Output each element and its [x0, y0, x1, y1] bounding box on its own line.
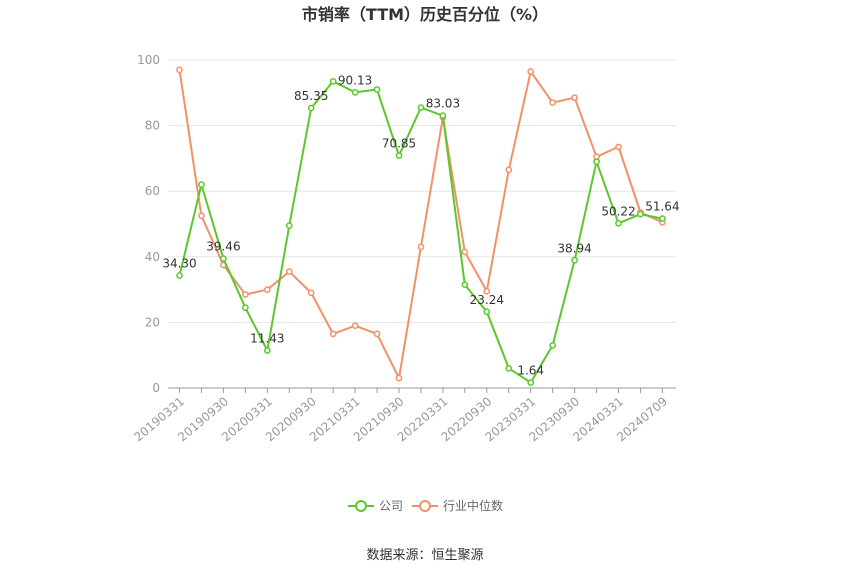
series-1-point — [242, 291, 249, 298]
y-tick-label: 40 — [145, 250, 160, 264]
series-layer — [176, 66, 666, 386]
series-0-point — [242, 304, 249, 311]
data-label: 50.22 — [601, 204, 635, 218]
series-1-point — [505, 166, 513, 174]
legend-item-industry-median[interactable]: 行业中位数 — [412, 498, 503, 513]
legend-company-label: 公司 — [379, 499, 403, 513]
series-1-point — [263, 286, 271, 293]
series-0-point — [439, 112, 447, 120]
series-0-point — [307, 104, 315, 112]
series-0-point — [395, 152, 403, 159]
y-tick-label: 80 — [145, 119, 160, 133]
data-label: 83.03 — [426, 97, 460, 111]
series-1-point — [571, 94, 578, 102]
data-label: 1.64 — [517, 364, 544, 378]
y-tick-label: 60 — [145, 184, 160, 198]
series-1-point — [615, 143, 622, 151]
legend-industry-label: 行业中位数 — [443, 498, 503, 513]
series-0-point — [659, 215, 666, 222]
series-1-point — [329, 330, 337, 338]
series-0-point — [527, 379, 535, 386]
series-1-point — [395, 374, 403, 382]
data-label: 85.35 — [294, 89, 328, 103]
series-0-point — [615, 219, 622, 227]
series-0-point — [329, 77, 337, 85]
legend-company-marker — [355, 500, 367, 512]
data-label: 70.85 — [382, 137, 416, 151]
data-label: 38.94 — [557, 241, 591, 255]
y-tick-label: 20 — [145, 315, 160, 329]
series-0-point — [637, 210, 644, 218]
series-0-point — [198, 181, 205, 188]
series-0-point — [549, 342, 557, 349]
series-1-point — [285, 268, 293, 275]
y-tick-label: 100 — [137, 53, 160, 67]
y-axis: 0 20 40 60 80 100 — [137, 53, 160, 395]
series-1-point — [527, 68, 535, 75]
series-1-point — [483, 287, 491, 295]
series-0-point — [461, 281, 469, 289]
data-label: 51.64 — [645, 200, 679, 214]
series-0-point — [483, 308, 491, 316]
y-tick-label: 0 — [152, 381, 160, 395]
series-0-point — [593, 158, 600, 166]
series-1-point — [549, 99, 557, 106]
data-label: 39.46 — [206, 240, 240, 254]
grid — [168, 59, 676, 323]
series-1-point — [417, 243, 425, 251]
source-note: 数据来源：恒生聚源 — [366, 548, 483, 563]
x-axis: 2019033120190930202003312020093020210331… — [131, 387, 676, 444]
series-0-point — [505, 364, 513, 372]
data-labels: 34.30 39.46 11.43 85.35 90.13 70.85 83.03 23.24… — [162, 73, 679, 377]
chart-title: 市销率（TTM）历史百分位（%） — [302, 5, 548, 24]
series-1-point — [307, 289, 315, 297]
data-label: 90.13 — [338, 73, 372, 87]
series-0-point — [417, 104, 425, 111]
series-0-point — [220, 255, 227, 262]
series-1-point — [461, 248, 469, 256]
series-0-point — [263, 347, 271, 354]
series-1-point — [176, 66, 183, 74]
series-1-point — [198, 212, 205, 220]
series-0-point — [373, 86, 381, 93]
legend-industry-marker — [419, 500, 431, 512]
data-label: 34.30 — [162, 256, 196, 270]
series-0-point — [285, 222, 293, 229]
data-label: 11.43 — [250, 332, 284, 346]
data-label: 23.24 — [470, 293, 504, 307]
legend: 公司 行业中位数 — [348, 498, 503, 513]
series-0-point — [351, 89, 359, 96]
series-0-point — [571, 256, 578, 264]
series-1-point — [373, 330, 381, 338]
series-0-point — [176, 272, 183, 279]
legend-item-company[interactable]: 公司 — [348, 499, 403, 513]
series-1-point — [351, 322, 359, 330]
